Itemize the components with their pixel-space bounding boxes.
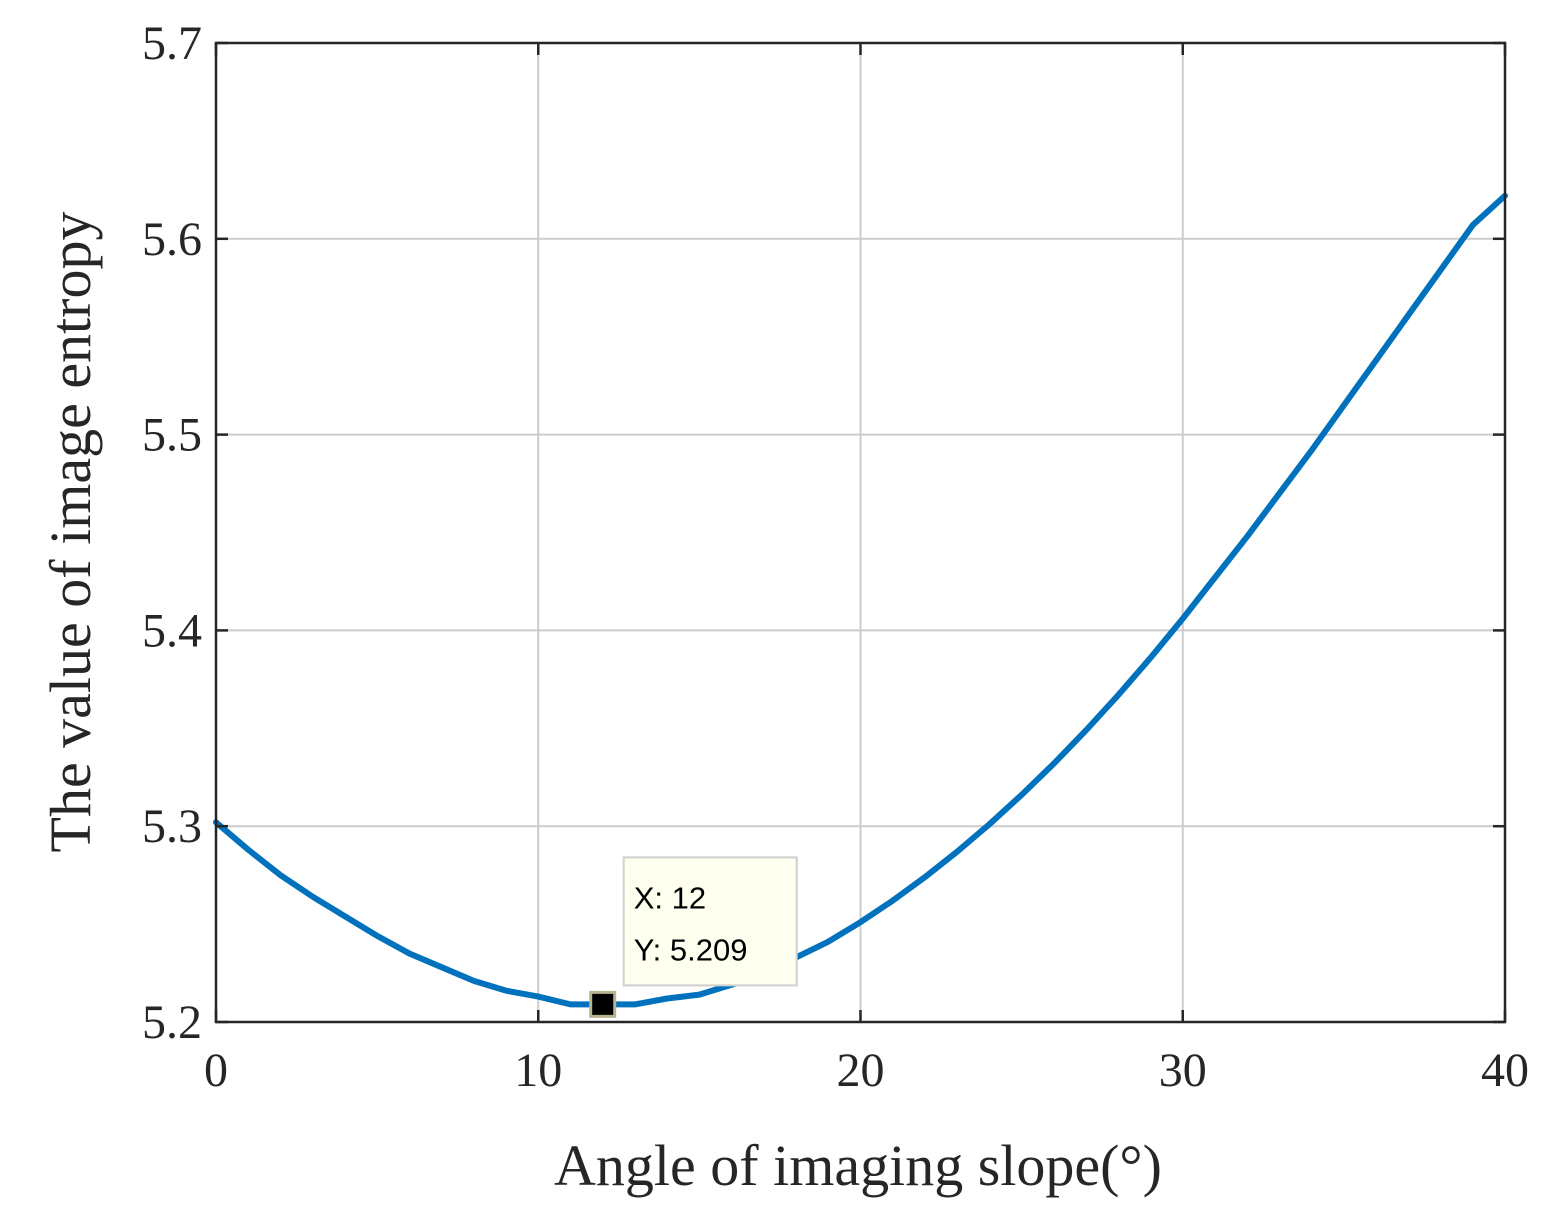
y-tick-label: 5.7: [142, 17, 202, 70]
datatip-marker[interactable]: [589, 990, 617, 1018]
y-tick-label: 5.2: [142, 996, 202, 1049]
y-tick-label: 5.6: [142, 213, 202, 266]
x-grid-lines: [537, 43, 1184, 1022]
datatip-x-text: X: 12: [634, 880, 706, 915]
series-layer: [213, 192, 1508, 1008]
datatip[interactable]: X: 12 Y: 5.209: [589, 856, 798, 1018]
x-tick-label: 30: [1159, 1044, 1207, 1097]
y-axis-label: The value of image entropy: [38, 212, 103, 853]
datatip-box: [622, 856, 798, 987]
x-axis-label: Angle of imaging slope(°): [554, 1133, 1162, 1198]
y-grid-lines: [216, 237, 1505, 828]
y-tick-labels: 5.2 5.3 5.4 5.5 5.6 5.7: [142, 17, 202, 1049]
x-tick-label: 10: [514, 1044, 562, 1097]
y-tick-label: 5.4: [142, 604, 202, 657]
x-tick-labels: 0 10 20 30 40: [204, 1044, 1529, 1097]
y-tick-label: 5.5: [142, 409, 202, 462]
datatip-y-text: Y: 5.209: [634, 932, 748, 967]
x-tick-label: 20: [837, 1044, 885, 1097]
x-tick-label: 0: [204, 1044, 228, 1097]
axis-ticks: [214, 41, 1507, 1024]
series-line-0: [213, 192, 1508, 1008]
x-tick-label: 40: [1481, 1044, 1529, 1097]
y-tick-label: 5.3: [142, 800, 202, 853]
